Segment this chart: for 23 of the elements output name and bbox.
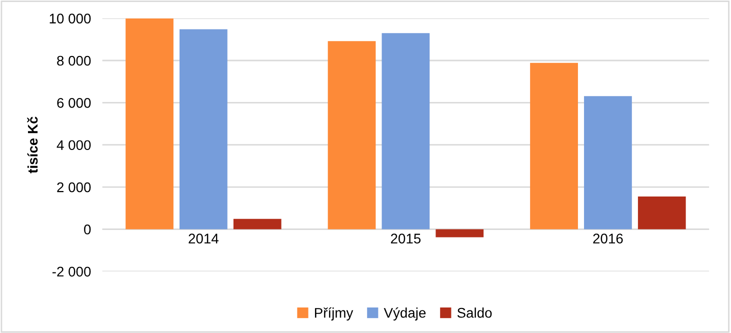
y-tick-label: 10 000 (50, 14, 91, 24)
y-tick-label: -2 000 (52, 266, 91, 277)
bar (530, 62, 578, 230)
legend-label: Výdaje (384, 307, 426, 320)
bar (638, 196, 686, 230)
bar (233, 218, 282, 230)
bar (180, 29, 228, 230)
bar (584, 96, 632, 230)
bar (328, 41, 376, 230)
legend-label: Saldo (457, 308, 492, 318)
bar (382, 33, 430, 230)
y-tick-label: 2 000 (57, 182, 91, 192)
legend-label: Příjmy (314, 307, 354, 320)
bar (126, 18, 174, 230)
y-tick-label: 0 (84, 224, 91, 234)
y-tick-label: 4 000 (56, 140, 91, 150)
bar (436, 229, 484, 238)
y-tick-label: 8 000 (57, 56, 91, 66)
y-tick-label: 6 000 (57, 98, 91, 108)
x-tick-label: 2015 (390, 234, 421, 244)
y-axis-title: tisíce Kč (27, 116, 38, 174)
x-tick-label: 2014 (188, 234, 219, 244)
x-tick-label: 2016 (593, 234, 623, 244)
